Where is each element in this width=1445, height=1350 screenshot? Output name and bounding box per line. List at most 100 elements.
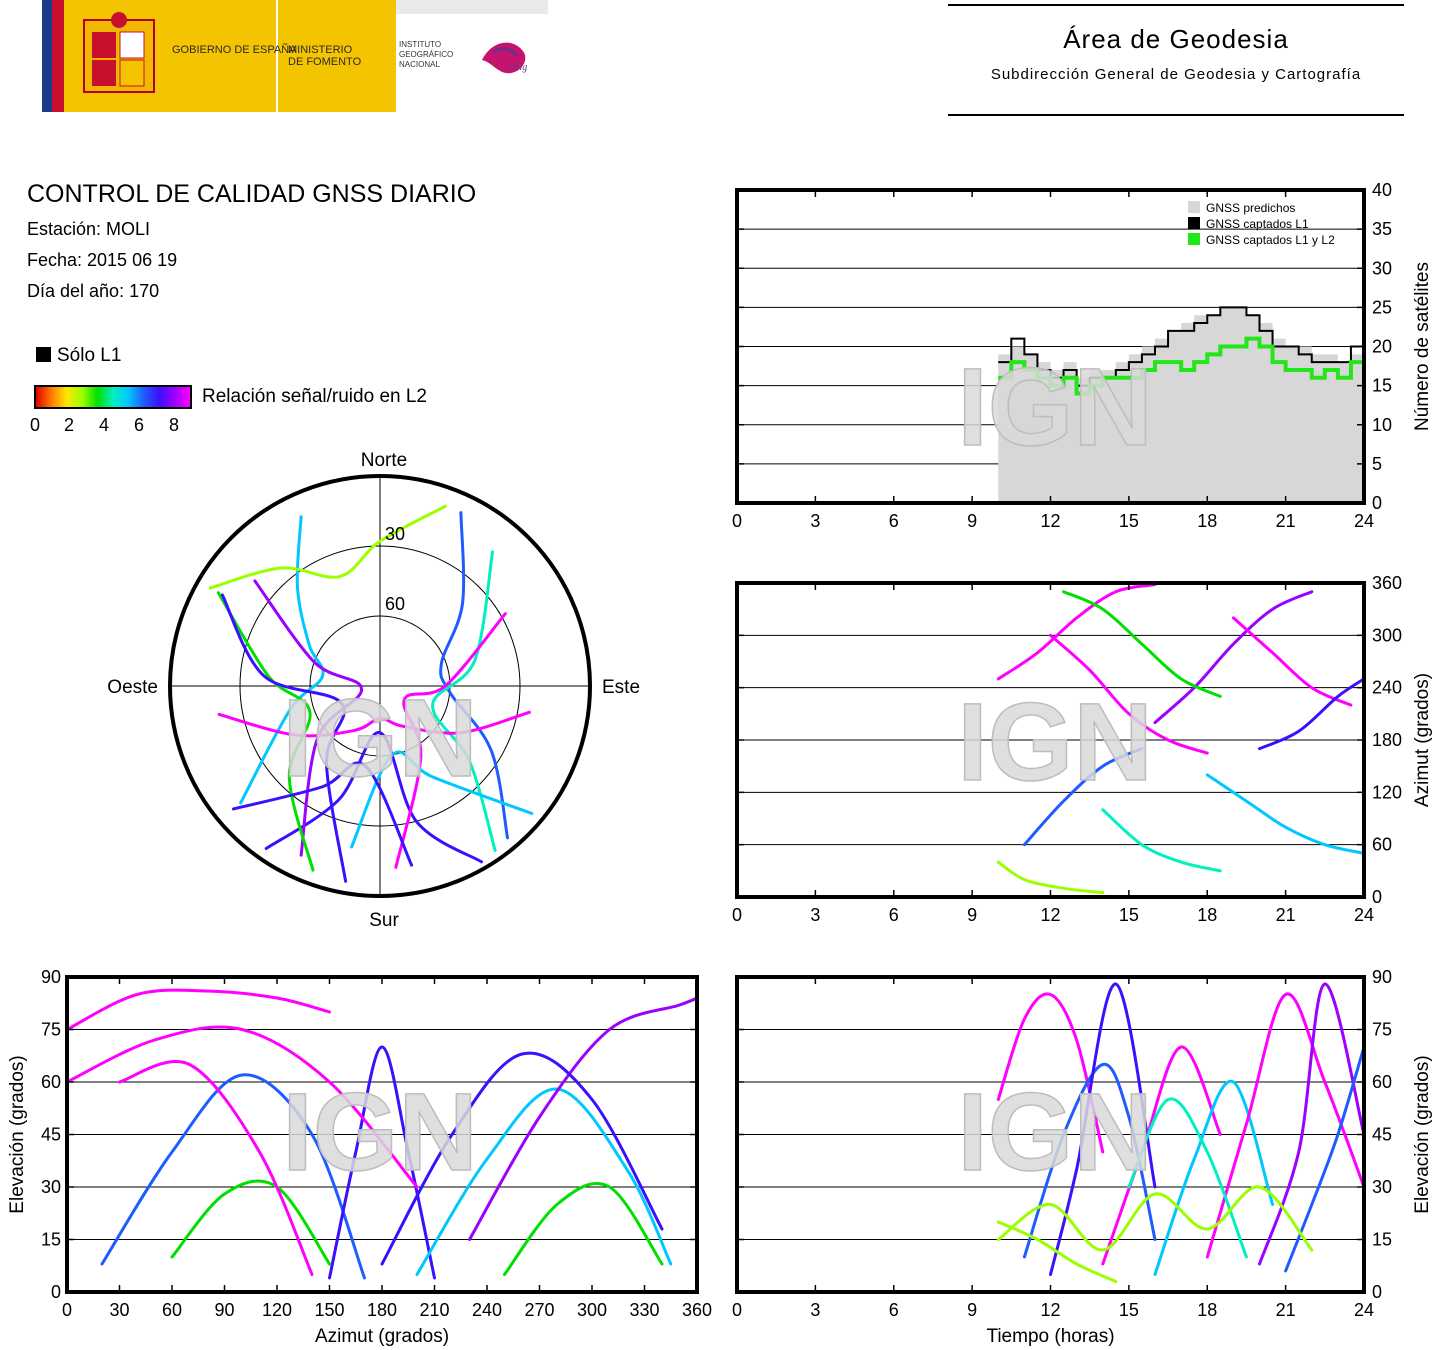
azimuth-track xyxy=(1062,590,1222,698)
logo-block: GOBIERNO DE ESPAÑA MINISTERIO DE FOMENTO… xyxy=(42,0,548,112)
sky-track xyxy=(231,761,414,867)
x-tick-label: 120 xyxy=(262,1300,292,1320)
y-axis-label: Elevación (grados) xyxy=(7,1055,28,1213)
y-tick-label: 0 xyxy=(51,1282,61,1302)
sky-track xyxy=(239,515,325,805)
area-title: Área de Geodesia xyxy=(1063,24,1289,54)
x-tick-label: 12 xyxy=(1040,1300,1060,1320)
y-tick-label: 240 xyxy=(1372,678,1402,698)
sky-track xyxy=(220,593,348,883)
y-tick-label: 5 xyxy=(1372,454,1382,474)
azimuth-track xyxy=(1022,747,1144,847)
elevation-track xyxy=(170,1179,331,1266)
ign-watermark: IGN xyxy=(282,1071,478,1194)
report-info: CONTROL DE CALIDAD GNSS DIARIO Estación:… xyxy=(27,180,476,312)
legend-swatch xyxy=(1188,201,1200,213)
elevation-ring-label: 30 xyxy=(385,524,405,544)
y-tick-label: 60 xyxy=(41,1072,61,1092)
azimuth-track xyxy=(996,860,1105,895)
x-tick-label: 15 xyxy=(1119,511,1139,531)
azimuth-track xyxy=(1101,808,1222,873)
x-tick-label: 3 xyxy=(810,905,820,925)
x-tick-label: 15 xyxy=(1119,1300,1139,1320)
x-tick-label: 21 xyxy=(1276,905,1296,925)
elevation-track xyxy=(1022,1062,1157,1259)
y-tick-label: 0 xyxy=(1372,1282,1382,1302)
ign-watermark: IGN xyxy=(282,677,478,800)
direction-east: Este xyxy=(602,677,640,698)
cnig-text: cnig xyxy=(510,62,528,73)
y-axis-label: Elevación (grados) xyxy=(1412,1055,1433,1213)
y-tick-label: 15 xyxy=(1372,376,1392,396)
colorbar-tick: 6 xyxy=(134,415,145,435)
x-tick-label: 0 xyxy=(732,1300,742,1320)
x-tick-label: 3 xyxy=(810,511,820,531)
x-tick-label: 30 xyxy=(109,1300,129,1320)
num-satellites-chart: GNSS predichos GNSS captados L1 GNSS capta… xyxy=(732,180,1433,531)
elevation-track xyxy=(1101,1045,1222,1266)
elevation-track xyxy=(468,996,699,1241)
y-axis-label: Azimut (grados) xyxy=(1412,673,1433,807)
ign-watermark: IGN xyxy=(957,681,1153,804)
colorbar-tick: 8 xyxy=(169,415,180,435)
sky-track xyxy=(350,750,534,849)
x-tick-label: 12 xyxy=(1040,511,1060,531)
elevation-track xyxy=(65,1025,419,1189)
ign-watermark: IGN xyxy=(957,346,1153,469)
x-tick-label: 24 xyxy=(1354,1300,1374,1320)
y-tick-label: 10 xyxy=(1372,415,1392,435)
x-tick-label: 12 xyxy=(1040,905,1060,925)
colorbar-tick: 0 xyxy=(30,415,41,435)
colorbar-tick: 4 xyxy=(99,415,110,435)
x-tick-label: 240 xyxy=(472,1300,502,1320)
elevation-track xyxy=(65,988,331,1031)
x-tick-label: 24 xyxy=(1354,511,1374,531)
y-tick-label: 35 xyxy=(1372,219,1392,239)
elevation-track xyxy=(1284,1045,1366,1273)
ministerio-text: MINISTERIO DE FOMENTO xyxy=(288,44,362,68)
station-label: Estación: MOLI xyxy=(27,219,151,239)
y-tick-label: 75 xyxy=(1372,1020,1392,1040)
y-tick-label: 0 xyxy=(1372,887,1382,907)
azimuth-track xyxy=(1049,633,1209,755)
l1-line xyxy=(998,306,1364,387)
doy-label: Día del año: 170 xyxy=(27,281,160,301)
x-tick-label: 270 xyxy=(524,1300,554,1320)
legend-swatch xyxy=(1188,233,1200,245)
x-tick-label: 0 xyxy=(732,905,742,925)
l1l2-line xyxy=(998,336,1364,396)
x-tick-label: 9 xyxy=(967,1300,977,1320)
y-tick-label: 30 xyxy=(1372,258,1392,278)
direction-north: Norte xyxy=(361,450,407,471)
x-tick-label: 18 xyxy=(1197,905,1217,925)
sky-track xyxy=(217,710,531,738)
x-axis-label: Tiempo (horas) xyxy=(986,1326,1114,1347)
y-tick-label: 360 xyxy=(1372,573,1402,593)
legend-l1-only: Sólo L1 xyxy=(36,345,121,367)
ign-logo-icon xyxy=(482,42,526,74)
sky-track xyxy=(431,550,497,852)
y-axis-label: Número de satélites xyxy=(1412,262,1433,431)
x-tick-label: 6 xyxy=(889,1300,899,1320)
elevation-track xyxy=(1153,1079,1275,1276)
skyplot-frame xyxy=(168,474,592,898)
y-tick-label: 15 xyxy=(41,1230,61,1250)
y-tick-label: 30 xyxy=(1372,1177,1392,1197)
gobierno-text: GOBIERNO DE ESPAÑA xyxy=(172,44,297,56)
x-tick-label: 330 xyxy=(629,1300,659,1320)
x-tick-label: 0 xyxy=(732,511,742,531)
elevation-track xyxy=(118,1060,314,1276)
y-tick-label: 40 xyxy=(1372,180,1392,200)
elevation-track xyxy=(996,992,1105,1154)
legend-label: GNSS predichos xyxy=(1206,201,1295,215)
sky-track xyxy=(439,511,509,840)
x-tick-label: 3 xyxy=(810,1300,820,1320)
elevation-track xyxy=(380,1051,664,1266)
y-tick-label: 25 xyxy=(1372,297,1392,317)
x-tick-label: 0 xyxy=(62,1300,72,1320)
legend-label: GNSS captados L1 y L2 xyxy=(1206,233,1335,247)
government-logos xyxy=(42,0,548,112)
colorbar-tick: 2 xyxy=(64,415,75,435)
snr-colorbar-label: Relación señal/ruido en L2 xyxy=(202,386,427,407)
y-tick-label: 90 xyxy=(41,967,61,987)
